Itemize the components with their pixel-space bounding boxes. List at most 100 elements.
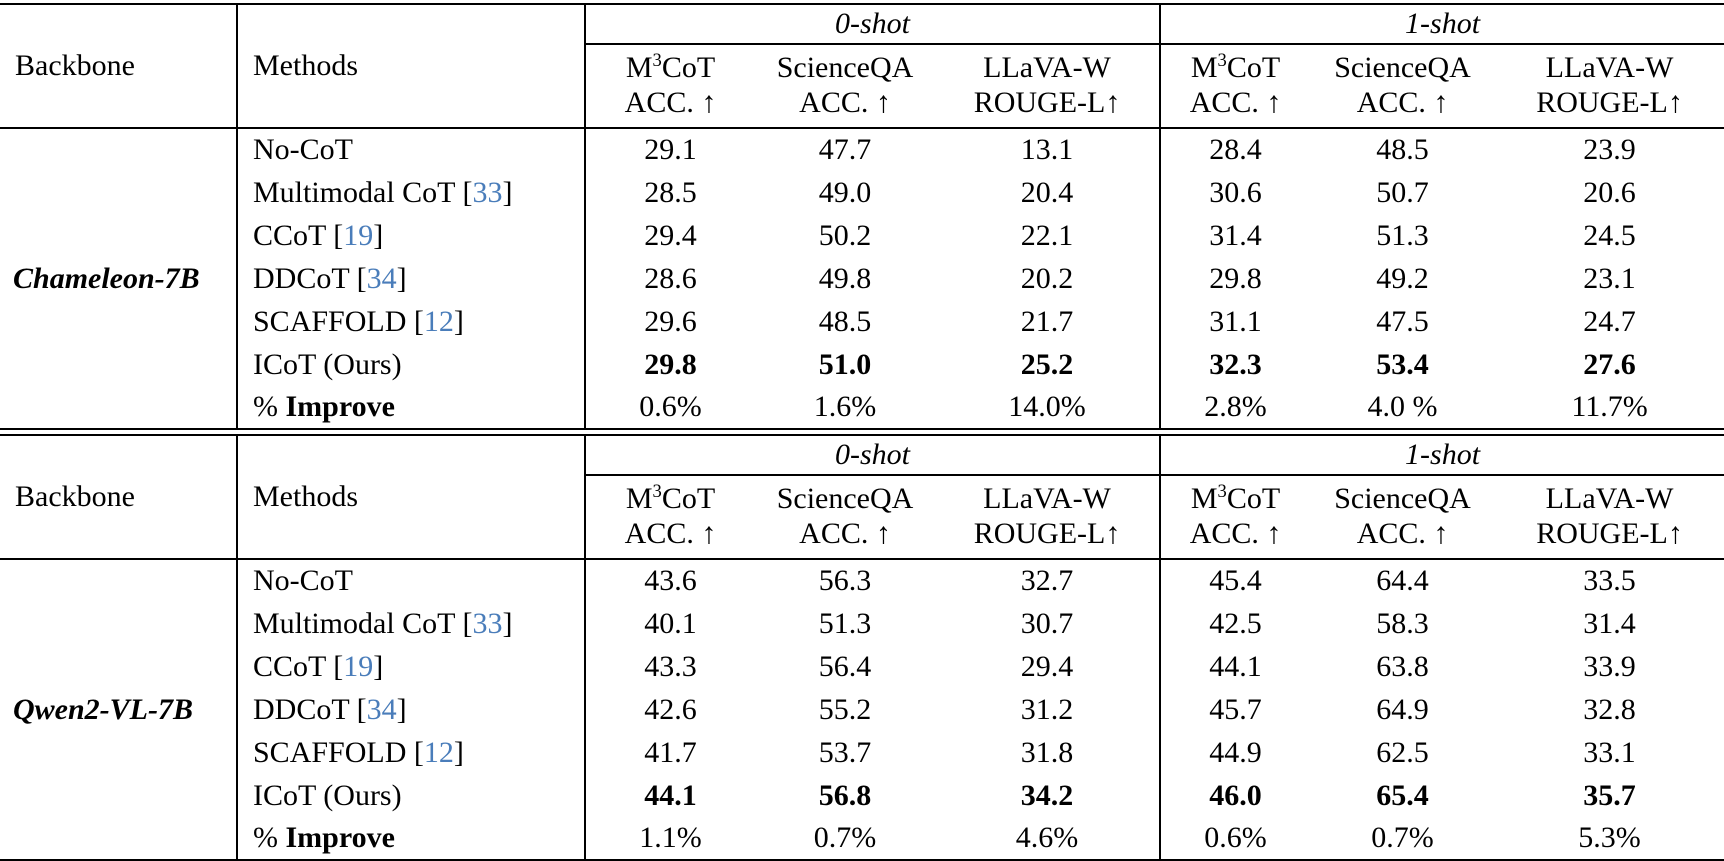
- text-segment: ]: [502, 606, 513, 640]
- value-cell: 41.7: [644, 735, 697, 769]
- table-row: ICoT (Ours) 44.1 56.8 34.2 46.0 65.4 35.7: [0, 774, 1724, 817]
- text-segment: ScienceQA: [776, 50, 914, 84]
- method-cell: Multimodal CoT [33]: [237, 602, 586, 645]
- value-cell: 31.1: [1209, 304, 1262, 338]
- value-cell: 14.0%: [935, 386, 1162, 429]
- value-cell: 28.6: [644, 261, 697, 295]
- header-benchmark-name: LLaVA-W: [935, 475, 1162, 516]
- header-benchmark-name: M3CoT: [1160, 475, 1310, 516]
- citation-link[interactable]: 19: [343, 649, 374, 683]
- value-cell: 55.2: [818, 692, 872, 726]
- header-benchmark-name: LLaVA-W: [1495, 475, 1724, 516]
- superscript-text: 3: [1217, 49, 1227, 71]
- value-cell: 2.8%: [1204, 390, 1267, 424]
- results-table-chameleon-7b: Backbone Methods 0-shot 1-shot M3CoT ScienceQ…: [0, 3, 1724, 430]
- text-segment: Improve: [285, 821, 395, 855]
- value-cell: 62.5: [1376, 735, 1429, 769]
- value-cell: 65.4: [1376, 778, 1429, 812]
- header-group-0-shot: 0-shot: [585, 4, 1162, 45]
- text-segment: SCAFFOLD [: [253, 735, 424, 769]
- value-cell: 32.7: [935, 559, 1162, 602]
- header-benchmark-metric: ACC. ↑: [1356, 86, 1449, 119]
- superscript-text: 3: [652, 480, 662, 502]
- header-benchmark-metric: ROUGE-L↑: [935, 85, 1162, 128]
- table-row: DDCoT [34] 42.6 55.2 31.2 45.7 64.9 32.8: [0, 688, 1724, 731]
- citation-link[interactable]: 12: [423, 735, 454, 769]
- method-cell: DDCoT [34]: [237, 688, 586, 731]
- value-cell: 35.7: [1583, 778, 1636, 812]
- value-cell: 48.5: [1376, 133, 1429, 167]
- header-benchmark-metric: ROUGE-L↑: [1536, 517, 1683, 550]
- text-segment: DDCoT [: [253, 692, 367, 726]
- value-cell: 22.1: [935, 214, 1162, 257]
- citation-link[interactable]: 34: [366, 692, 397, 726]
- value-cell: 47.7: [818, 133, 872, 167]
- citation-link[interactable]: 19: [343, 218, 374, 252]
- value-cell: 32.8: [1583, 692, 1636, 726]
- citation-link[interactable]: 33: [472, 606, 503, 640]
- value-cell: 29.8: [1209, 261, 1262, 295]
- value-cell: 43.6: [644, 564, 697, 598]
- text-segment: LLaVA-W: [983, 50, 1111, 84]
- text-segment: ScienceQA: [1334, 481, 1471, 515]
- citation-link[interactable]: 34: [366, 261, 397, 295]
- value-cell: 24.7: [1583, 304, 1636, 338]
- header-benchmark-metric: ACC. ↑: [624, 517, 717, 550]
- text-segment: CoT: [1226, 50, 1281, 84]
- header-benchmark-metric: ACC. ↑: [624, 86, 717, 119]
- text-segment: LLaVA-W: [983, 481, 1111, 515]
- text-segment: No-CoT: [253, 564, 353, 598]
- value-cell: 29.8: [644, 347, 697, 381]
- header-methods: Methods: [237, 435, 586, 559]
- header-benchmark-metric: ROUGE-L↑: [935, 516, 1162, 559]
- table-row: SCAFFOLD [12] 41.7 53.7 31.8 44.9 62.5 33.1: [0, 731, 1724, 774]
- value-cell: 21.7: [935, 300, 1162, 343]
- value-cell: 47.5: [1376, 304, 1429, 338]
- text-segment: ICoT (Ours): [253, 347, 402, 381]
- text-segment: ]: [373, 218, 384, 252]
- table-row: CCoT [19] 29.4 50.2 22.1 31.4 51.3 24.5: [0, 214, 1724, 257]
- method-cell: Multimodal CoT [33]: [237, 171, 586, 214]
- method-cell: CCoT [19]: [237, 645, 586, 688]
- header-benchmark-name: M3CoT: [585, 44, 755, 85]
- value-cell: 28.4: [1209, 133, 1262, 167]
- value-cell: 29.6: [644, 304, 697, 338]
- text-segment: ]: [453, 304, 464, 338]
- value-cell: 1.1%: [639, 821, 702, 855]
- citation-link[interactable]: 33: [472, 175, 503, 209]
- value-cell: 20.6: [1583, 175, 1636, 209]
- header-group-0-shot: 0-shot: [585, 435, 1162, 476]
- table-row: DDCoT [34] 28.6 49.8 20.2 29.8 49.2 23.1: [0, 257, 1724, 300]
- value-cell: 64.9: [1376, 692, 1429, 726]
- text-segment: CoT: [1226, 481, 1281, 515]
- text-segment: CCoT [: [253, 649, 344, 683]
- value-cell: 29.1: [644, 133, 697, 167]
- method-cell: ICoT (Ours): [237, 774, 586, 817]
- text-segment: No-CoT: [253, 133, 353, 167]
- value-cell: 50.7: [1376, 175, 1429, 209]
- value-cell: 32.3: [1209, 347, 1262, 381]
- value-cell: 20.2: [935, 257, 1162, 300]
- text-segment: ScienceQA: [776, 481, 914, 515]
- value-cell: 30.6: [1209, 175, 1262, 209]
- value-cell: 51.3: [1376, 218, 1429, 252]
- value-cell: 63.8: [1376, 649, 1429, 683]
- value-cell: 24.5: [1583, 218, 1636, 252]
- value-cell: 29.4: [644, 218, 697, 252]
- value-cell: 64.4: [1376, 564, 1429, 598]
- text-segment: ]: [396, 692, 407, 726]
- value-cell: 44.1: [644, 778, 697, 812]
- header-benchmark-metric: ACC. ↑: [799, 517, 891, 550]
- text-segment: M: [1190, 481, 1218, 515]
- citation-link[interactable]: 12: [423, 304, 454, 338]
- value-cell: 45.7: [1209, 692, 1262, 726]
- method-cell: SCAFFOLD [12]: [237, 300, 586, 343]
- header-benchmark-metric: ACC. ↑: [1356, 517, 1449, 550]
- text-segment: ScienceQA: [1334, 50, 1471, 84]
- text-segment: Improve: [285, 390, 395, 424]
- table-row: Multimodal CoT [33] 40.1 51.3 30.7 42.5 58.3 3…: [0, 602, 1724, 645]
- value-cell: 49.2: [1376, 261, 1429, 295]
- value-cell: 51.3: [818, 606, 872, 640]
- header-methods: Methods: [237, 4, 586, 128]
- text-segment: CCoT [: [253, 218, 344, 252]
